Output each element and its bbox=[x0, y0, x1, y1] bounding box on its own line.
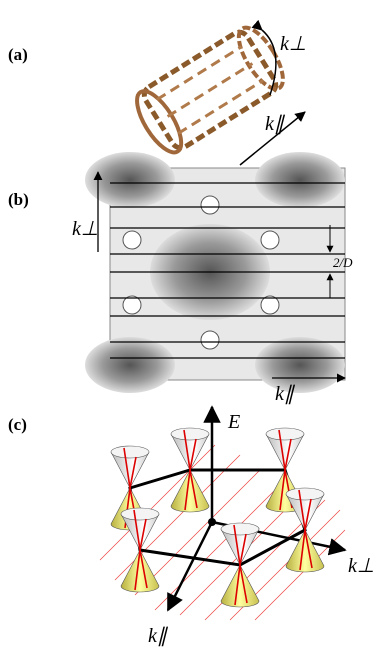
panel-label: (a) bbox=[8, 45, 28, 64]
annotation: k⊥ bbox=[348, 555, 374, 577]
panel-label: (c) bbox=[8, 415, 27, 434]
dirac-cone bbox=[220, 522, 260, 608]
panel-label: (b) bbox=[8, 190, 29, 209]
origin bbox=[208, 518, 216, 526]
contour-plot bbox=[85, 152, 346, 393]
annotation: k⊥ bbox=[280, 33, 306, 55]
arrow bbox=[239, 111, 306, 166]
annotation: k∥ bbox=[275, 383, 296, 405]
arrow bbox=[251, 19, 277, 96]
annotation: k∥ bbox=[265, 113, 286, 135]
nanotube bbox=[135, 25, 285, 155]
annotation: k⊥ bbox=[72, 218, 98, 240]
annotation: E bbox=[227, 411, 240, 433]
dirac-cone bbox=[285, 487, 325, 573]
dirac-cone bbox=[120, 507, 160, 593]
axis bbox=[166, 521, 214, 612]
annotation: 2/D bbox=[333, 255, 353, 270]
annotation: k∥ bbox=[148, 625, 169, 647]
